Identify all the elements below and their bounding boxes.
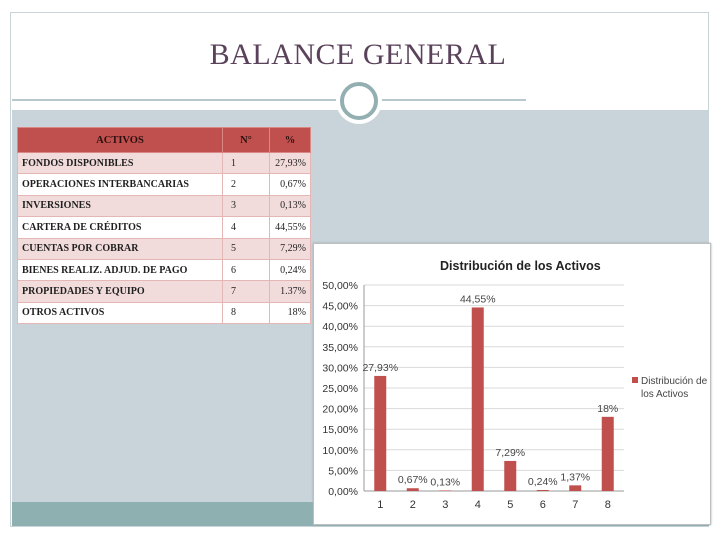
y-tick-label: 15,00% [322,424,358,436]
asset-name-cell: CUENTAS POR COBRAR [17,237,223,260]
table-row: BIENES REALIZ. ADJUD. DE PAGO 6 0,24% [17,258,311,282]
bar [471,307,484,491]
distribution-bar-chart: Distribución de los Activos 0,00%5,00%10… [322,259,708,511]
assets-table: ACTIVOS N° % FONDOS DISPONIBLES 1 27,93% OP… [17,127,311,325]
y-tick-label: 20,00% [322,404,358,416]
y-tick-label: 45,00% [322,301,358,313]
x-tick-label: 5 [507,499,513,511]
data-label: 44,55% [460,293,496,305]
data-label: 0,67% [398,474,428,486]
asset-name-cell: INVERSIONES [17,194,223,218]
data-label: 18% [597,403,618,415]
asset-name-cell: PROPIEDADES Y EQUIPO [17,280,223,303]
x-tick-label: 6 [540,499,546,511]
y-tick-label: 30,00% [322,362,358,374]
asset-name-cell: OTROS ACTIVOS [17,301,223,325]
asset-name-cell: OPERACIONES INTERBANCARIAS [17,173,223,196]
asset-percent-cell: 18% [269,301,311,325]
asset-number-cell: 6 [222,258,270,282]
table-row: OTROS ACTIVOS 8 18% [17,301,311,325]
x-tick-label: 7 [572,499,578,511]
legend-label: Distribución de [641,376,708,387]
asset-name-cell: CARTERA DE CRÉDITOS [17,216,223,239]
x-tick-label: 2 [410,499,416,511]
y-tick-label: 10,00% [322,445,358,457]
data-label: 27,93% [362,362,398,374]
bar [374,375,387,491]
bar [601,416,614,491]
data-label: 0,24% [528,476,558,488]
data-label: 7,29% [495,447,525,459]
asset-number-cell: 2 [222,173,270,196]
asset-percent-cell: 0,67% [269,173,311,196]
asset-number-cell: 4 [222,216,270,239]
table-row: FONDOS DISPONIBLES 1 27,93% [17,151,311,175]
bar [406,488,419,491]
y-tick-label: 5,00% [328,465,358,477]
bar [504,460,517,491]
bar [439,490,452,491]
asset-number-cell: 3 [222,194,270,218]
asset-name-cell: BIENES REALIZ. ADJUD. DE PAGO [17,258,223,282]
title-divider [12,99,526,101]
asset-percent-cell: 0,13% [269,194,311,218]
table-row: INVERSIONES 3 0,13% [17,194,311,218]
y-tick-label: 25,00% [322,383,358,395]
slide-title: BALANCE GENERAL [209,38,507,71]
chart-container: Distribución de los Activos 0,00% 5,00% 10… [313,243,711,525]
legend-swatch [632,377,638,383]
table-row: OPERACIONES INTERBANCARIAS 2 0,67% [17,173,311,196]
asset-number-cell: 1 [222,151,270,175]
asset-percent-cell: 1.37% [269,280,311,303]
bar [536,490,549,491]
asset-percent-cell: 0,24% [269,258,311,282]
data-label: 1,37% [560,471,590,483]
chart-title: Distribución de los Activos [440,259,601,273]
y-tick-label: 35,00% [322,342,358,354]
x-tick-label: 8 [605,499,611,511]
header-number: N° [222,127,270,153]
circle-ornament-icon [340,82,378,120]
table-header-row: ACTIVOS N° % [17,127,311,153]
legend-label: los Activos [641,389,688,400]
x-tick-label: 3 [442,499,448,511]
data-label: 0,13% [430,476,460,488]
asset-percent-cell: 7,29% [269,237,311,260]
asset-number-cell: 7 [222,280,270,303]
asset-percent-cell: 27,93% [269,151,311,175]
asset-number-cell: 5 [222,237,270,260]
x-tick-label: 4 [475,499,481,511]
table-row: CUENTAS POR COBRAR 5 7,29% [17,237,311,260]
x-tick-label: 1 [377,499,383,511]
y-tick-label: 50,00% [322,280,358,292]
y-tick-label: 0,00% [328,486,358,498]
y-tick-label: 40,00% [322,321,358,333]
table-row: PROPIEDADES Y EQUIPO 7 1.37% [17,280,311,303]
asset-number-cell: 8 [222,301,270,325]
header-percent: % [269,127,311,153]
asset-percent-cell: 44,55% [269,216,311,239]
header-activos: ACTIVOS [17,127,223,153]
table-row: CARTERA DE CRÉDITOS 4 44,55% [17,216,311,239]
asset-name-cell: FONDOS DISPONIBLES [17,151,223,175]
bar [569,485,582,491]
